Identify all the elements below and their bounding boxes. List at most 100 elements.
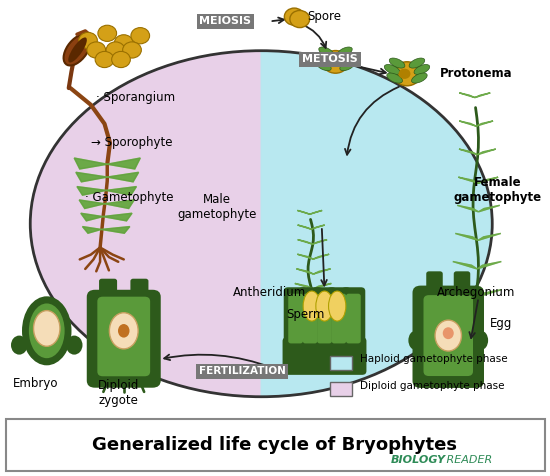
Polygon shape [296,269,314,274]
Polygon shape [290,313,311,319]
Polygon shape [298,225,311,229]
FancyBboxPatch shape [97,297,150,376]
Polygon shape [106,187,136,195]
Polygon shape [459,149,477,155]
Ellipse shape [303,291,321,321]
Polygon shape [107,158,140,169]
Text: FERTILIZATION: FERTILIZATION [199,366,285,377]
Polygon shape [298,254,313,259]
Polygon shape [77,187,106,195]
Polygon shape [476,289,502,298]
Text: Generalized life cycle of Bryophytes: Generalized life cycle of Bryophytes [92,436,458,454]
Ellipse shape [384,64,400,75]
Polygon shape [478,233,501,240]
Polygon shape [476,121,493,126]
Circle shape [98,25,117,41]
FancyBboxPatch shape [346,294,361,344]
Polygon shape [311,313,331,319]
Ellipse shape [389,58,405,68]
Polygon shape [476,121,493,126]
Polygon shape [295,283,313,289]
Ellipse shape [435,320,461,351]
Polygon shape [477,149,496,155]
Polygon shape [478,177,498,183]
Ellipse shape [474,331,488,350]
Polygon shape [450,289,476,298]
Polygon shape [459,121,476,126]
Polygon shape [475,93,490,98]
Polygon shape [76,172,107,182]
Polygon shape [314,269,331,274]
Polygon shape [82,227,101,233]
Ellipse shape [414,64,430,75]
Polygon shape [261,51,492,397]
Polygon shape [74,158,107,169]
Polygon shape [459,149,477,155]
Ellipse shape [387,73,403,83]
Polygon shape [104,200,134,208]
Circle shape [131,28,150,44]
Polygon shape [107,172,139,182]
Polygon shape [478,177,498,183]
FancyBboxPatch shape [327,287,351,350]
Polygon shape [477,261,501,269]
Polygon shape [295,283,313,289]
Ellipse shape [66,336,82,355]
Ellipse shape [409,58,425,68]
Polygon shape [458,177,478,183]
Polygon shape [293,298,312,304]
Polygon shape [455,233,478,240]
Polygon shape [311,225,324,229]
Polygon shape [101,227,130,233]
Polygon shape [459,93,475,98]
Text: Sperm: Sperm [286,307,324,321]
Ellipse shape [316,291,333,321]
Polygon shape [458,177,478,183]
Polygon shape [107,172,139,182]
Polygon shape [477,149,496,155]
FancyBboxPatch shape [342,287,365,350]
Text: Spore: Spore [307,10,341,23]
Ellipse shape [319,47,333,57]
Polygon shape [477,261,501,269]
Text: Protonema: Protonema [440,67,513,80]
Polygon shape [311,225,324,229]
Circle shape [322,50,349,73]
FancyBboxPatch shape [332,294,346,344]
Ellipse shape [29,304,65,358]
Polygon shape [312,239,327,244]
FancyBboxPatch shape [298,287,322,350]
Text: · Sporangium: · Sporangium [96,91,175,104]
Polygon shape [457,205,478,212]
Circle shape [328,57,339,67]
Ellipse shape [314,53,329,62]
Polygon shape [450,289,476,298]
Polygon shape [453,261,477,269]
FancyBboxPatch shape [288,294,303,344]
Text: Female
gametophyte: Female gametophyte [454,177,542,204]
Ellipse shape [340,61,355,70]
FancyBboxPatch shape [424,295,473,376]
Polygon shape [106,187,136,195]
FancyBboxPatch shape [130,279,148,302]
Circle shape [290,10,310,28]
Bar [330,382,352,396]
Polygon shape [82,227,101,233]
Ellipse shape [118,324,129,337]
Polygon shape [79,200,104,208]
Polygon shape [314,254,329,259]
Polygon shape [103,213,132,221]
Bar [330,356,352,370]
Circle shape [399,69,410,79]
Ellipse shape [11,336,28,355]
Text: Egg: Egg [490,317,512,330]
Polygon shape [290,313,311,319]
Ellipse shape [338,47,352,57]
Polygon shape [312,298,332,304]
Circle shape [284,8,304,25]
Polygon shape [101,227,130,233]
Text: Antheridium: Antheridium [233,286,306,299]
Polygon shape [293,298,312,304]
FancyBboxPatch shape [283,337,366,375]
Polygon shape [455,233,478,240]
